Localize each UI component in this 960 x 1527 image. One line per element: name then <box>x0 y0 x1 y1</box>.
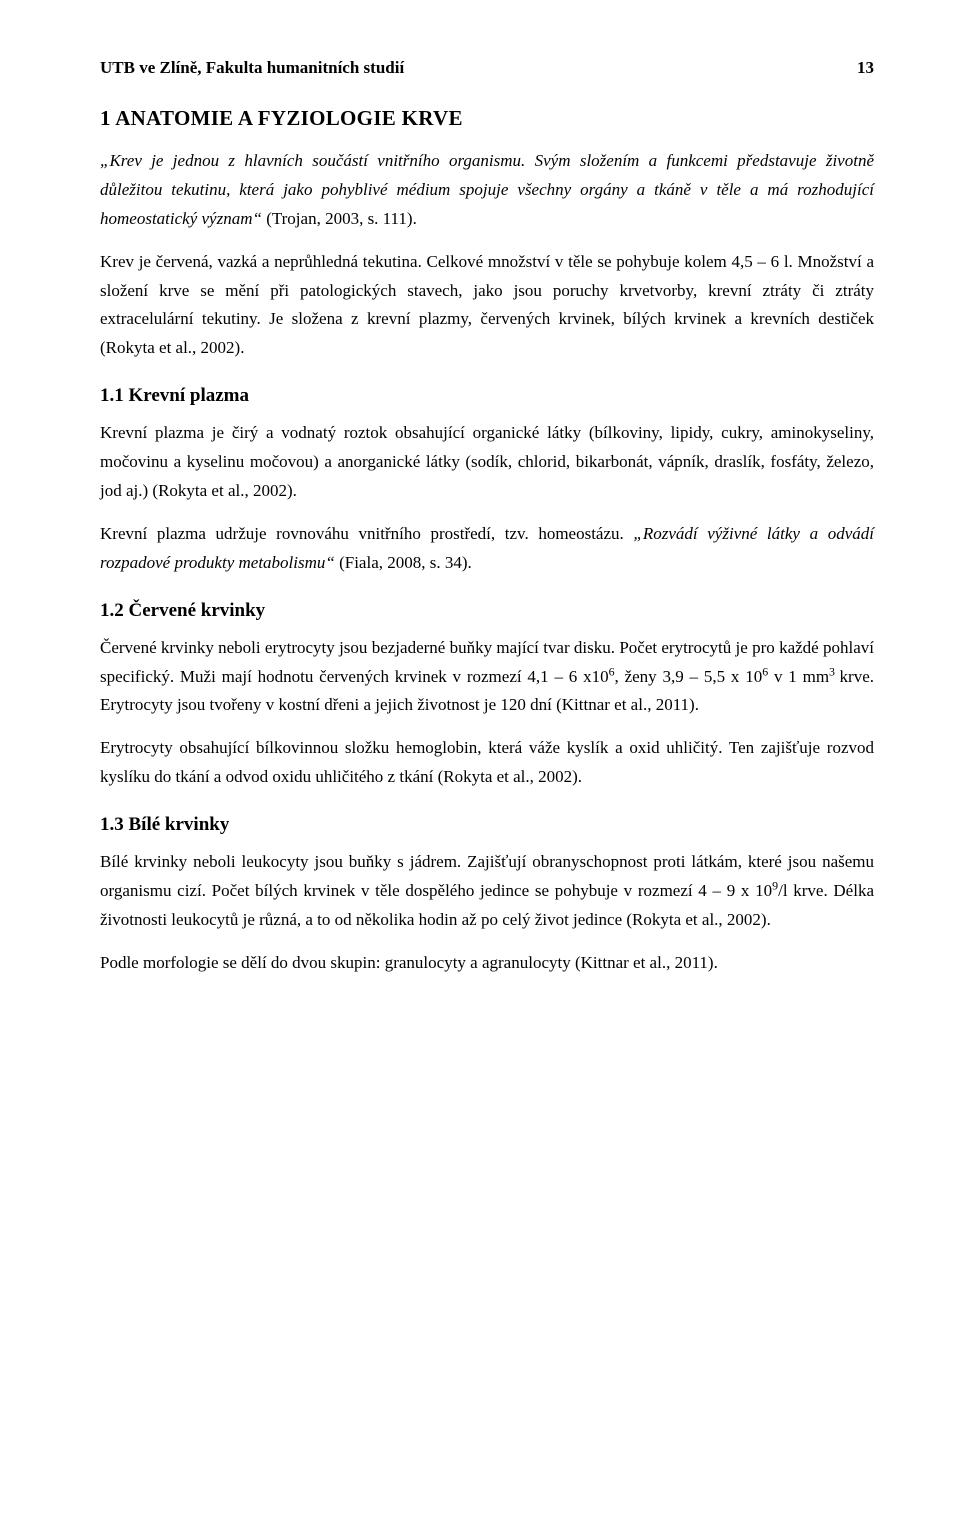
sup-e3: 3 <box>829 664 839 678</box>
para-intro-2: Krev je červená, vazká a neprůhledná tek… <box>100 248 874 364</box>
para-plasma-2: Krevní plazma udržuje rovnováhu vnitřníh… <box>100 520 874 578</box>
text-l1a: Bílé krvinky neboli leukocyty jsou buňky… <box>100 852 874 900</box>
para-leuko-2: Podle morfologie se dělí do dvou skupin:… <box>100 949 874 978</box>
heading-1-2: 1.2 Červené krvinky <box>100 600 874 622</box>
cite-trojan: (Trojan, 2003, s. 111). <box>262 209 417 228</box>
para-erythro-1: Červené krvinky neboli erytrocyty jsou b… <box>100 634 874 721</box>
page-number: 13 <box>857 58 874 78</box>
page-header: UTB ve Zlíně, Fakulta humanitních studií… <box>100 58 874 78</box>
para-leuko-1: Bílé krvinky neboli leukocyty jsou buňky… <box>100 848 874 935</box>
heading-chapter-1: 1 ANATOMIE A FYZIOLOGIE KRVE <box>100 106 874 131</box>
cite-fiala: (Fiala, 2008, s. 34). <box>335 553 472 572</box>
quote-intro: „Krev je jednou z hlavních součástí vnit… <box>100 151 874 228</box>
running-head: UTB ve Zlíně, Fakulta humanitních studií <box>100 58 404 78</box>
heading-1-1: 1.1 Krevní plazma <box>100 385 874 407</box>
text-plasma-lead: Krevní plazma udržuje rovnováhu vnitřníh… <box>100 524 633 543</box>
text-e1b: , ženy 3,9 – 5,5 x 10 <box>615 667 763 686</box>
para-plasma-1: Krevní plazma je čirý a vodnatý roztok o… <box>100 419 874 506</box>
para-intro-1: „Krev je jednou z hlavních součástí vnit… <box>100 147 874 234</box>
text-e1c: v 1 mm <box>768 667 829 686</box>
heading-1-3: 1.3 Bílé krvinky <box>100 814 874 836</box>
para-erythro-2: Erytrocyty obsahující bílkovinnou složku… <box>100 734 874 792</box>
